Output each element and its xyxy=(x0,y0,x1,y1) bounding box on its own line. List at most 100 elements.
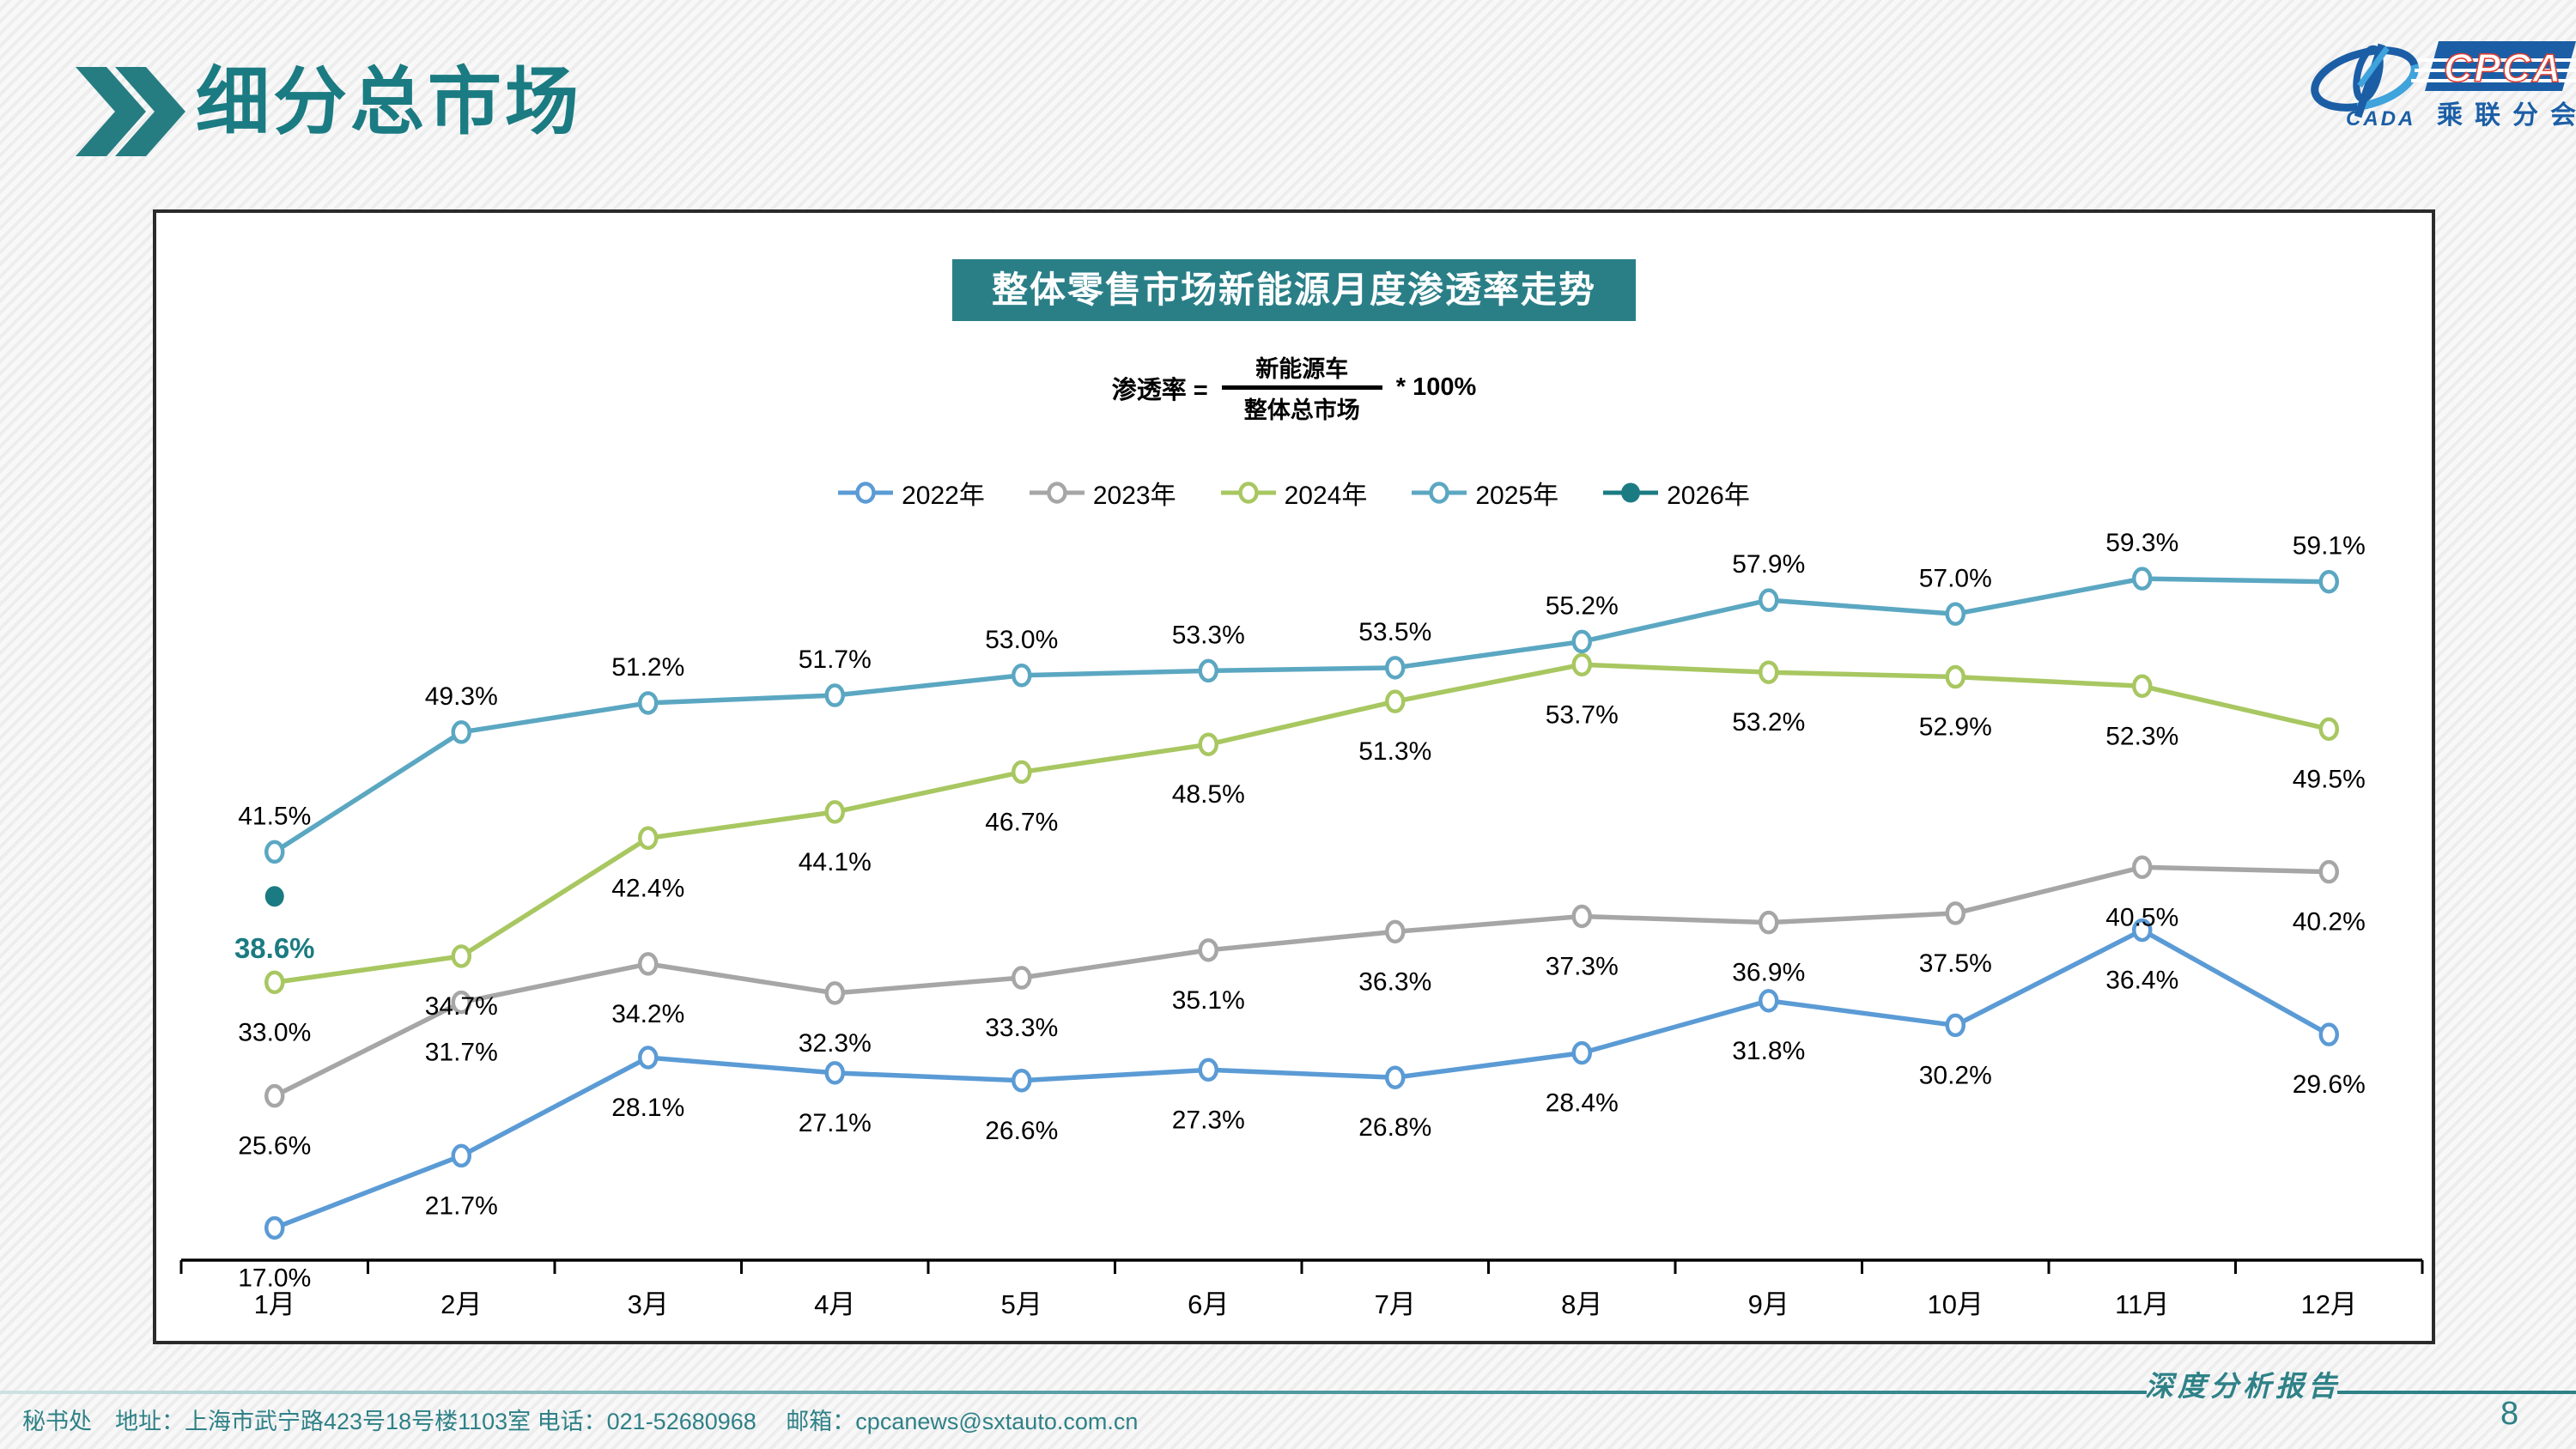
data-label-2025年: 41.5% xyxy=(238,802,311,830)
page-title: 细分总市场 xyxy=(196,61,582,143)
data-label-2022年: 30.2% xyxy=(1919,1061,1992,1089)
data-point-2024年 xyxy=(1385,689,1406,713)
data-label-2022年: 27.3% xyxy=(1172,1106,1245,1134)
x-axis-label: 9月 xyxy=(1748,1289,1789,1319)
data-label-2024年: 51.3% xyxy=(1358,737,1431,766)
plot-svg: 1月 2月 3月 4月 5月 6月 7月 8月 9月 10月 11月 12月 17.0% 21.7% 28.… xyxy=(179,529,2424,1319)
data-point-2022年 xyxy=(1759,989,1779,1013)
data-point-2025年 xyxy=(2318,569,2339,594)
data-label-2023年: 37.3% xyxy=(1546,952,1619,980)
data-point-2022年 xyxy=(264,1216,285,1240)
data-label-2023年: 36.9% xyxy=(1732,959,1805,987)
data-label-2022年: 36.4% xyxy=(2105,967,2178,995)
formula: 渗透率 = 新能源车 整体总市场 * 100% xyxy=(156,349,2432,427)
data-label-2025年: 57.0% xyxy=(1919,564,1992,592)
legend-marker-icon xyxy=(1603,482,1659,503)
legend-item-2023年: 2023年 xyxy=(1029,474,1176,512)
data-label-2024年: 53.2% xyxy=(1732,708,1805,737)
data-point-2022年 xyxy=(451,1143,471,1168)
data-label-2023年: 40.2% xyxy=(2293,908,2366,937)
data-point-2023年 xyxy=(1198,938,1218,962)
x-axis-label: 11月 xyxy=(2115,1289,2169,1319)
report-script-label: 深度分析报告 xyxy=(2145,1369,2341,1403)
data-point-2023年 xyxy=(1385,919,1406,944)
legend-label: 2023年 xyxy=(1092,482,1176,510)
data-label-2025年: 53.0% xyxy=(985,626,1058,654)
data-point-2023年 xyxy=(2132,855,2153,880)
data-point-2022年 xyxy=(1198,1058,1218,1082)
page-number: 8 xyxy=(2500,1396,2519,1432)
data-point-2024年 xyxy=(1571,652,1592,677)
data-point-2024年 xyxy=(824,800,845,824)
series-line-2025年 xyxy=(273,576,2330,854)
x-axis-label: 3月 xyxy=(628,1289,669,1319)
cpca-logo: CADA CPCA 乘联分会 xyxy=(2308,34,2576,130)
legend-marker-icon xyxy=(1029,482,1084,504)
data-label-2023年: 33.3% xyxy=(985,1014,1058,1042)
data-point-2025年 xyxy=(2132,567,2153,591)
x-axis-label: 4月 xyxy=(814,1289,855,1319)
x-axis-label: 12月 xyxy=(2301,1289,2357,1319)
data-label-2025年: 59.3% xyxy=(2105,529,2178,557)
legend-item-2022年: 2022年 xyxy=(838,474,985,512)
data-label-2024年: 52.3% xyxy=(2105,722,2178,750)
data-point-2023年 xyxy=(264,1083,285,1108)
x-axis-label: 10月 xyxy=(1928,1289,1984,1319)
chart-title: 整体零售市场新能源月度渗透率走势 xyxy=(951,259,1637,321)
data-label-2022年: 29.6% xyxy=(2293,1070,2366,1099)
data-point-2022年 xyxy=(1012,1069,1032,1093)
data-label-2022年: 17.0% xyxy=(238,1264,311,1292)
svg-text:CADA: CADA xyxy=(2346,107,2415,130)
x-axis-label: 7月 xyxy=(1375,1289,1416,1319)
data-label-2025年: 55.2% xyxy=(1546,591,1619,620)
data-point-2023年 xyxy=(638,952,659,976)
data-label-2024年: 33.0% xyxy=(238,1018,311,1046)
data-point-2025年 xyxy=(1571,629,1592,654)
data-label-2022年: 27.1% xyxy=(799,1109,872,1137)
data-point-2023年 xyxy=(1759,910,1779,935)
data-label-2025年: 51.2% xyxy=(611,653,684,682)
data-label-2025年: 49.3% xyxy=(425,682,498,711)
footer-divider-left xyxy=(0,1391,2147,1394)
data-label-2022年: 21.7% xyxy=(425,1191,498,1220)
svg-text:CPCA: CPCA xyxy=(2444,45,2562,90)
data-label-2023年: 31.7% xyxy=(425,1039,498,1067)
data-point-2023年 xyxy=(451,990,471,1015)
data-label-2025年: 53.5% xyxy=(1358,618,1431,646)
formula-rhs: * 100% xyxy=(1395,373,1477,401)
legend-item-2024年: 2024年 xyxy=(1220,474,1367,512)
x-axis-label: 6月 xyxy=(1188,1289,1229,1319)
formula-denominator: 整体总市场 xyxy=(1243,397,1360,423)
data-point-2024年 xyxy=(451,944,471,968)
data-label-2023年: 25.6% xyxy=(238,1132,311,1161)
footer-divider-right xyxy=(2337,1391,2576,1394)
data-label-2023年: 35.1% xyxy=(1172,986,1245,1015)
data-point-2025年 xyxy=(264,840,285,864)
data-point-2023年 xyxy=(824,981,845,1005)
formula-numerator: 新能源车 xyxy=(1255,356,1349,382)
data-point-2023年 xyxy=(1945,901,1965,925)
data-point-2024年 xyxy=(1012,760,1032,785)
data-point-2024年 xyxy=(1198,732,1218,756)
data-point-2023年 xyxy=(1571,904,1592,929)
data-point-2025年 xyxy=(1759,588,1779,612)
data-label-2023年: 34.2% xyxy=(611,1000,684,1028)
data-point-2025年 xyxy=(1945,602,1965,627)
legend-marker-icon xyxy=(838,482,894,504)
formula-fraction: 新能源车 整体总市场 xyxy=(1221,349,1382,427)
data-point-2024年 xyxy=(264,970,285,995)
data-label-2025年: 59.1% xyxy=(2293,532,2366,561)
x-axis-label: 5月 xyxy=(1001,1289,1042,1319)
data-point-2022年 xyxy=(638,1046,659,1070)
data-point-2026年 xyxy=(264,886,284,907)
chart-legend: 2022年 2023年 2024年 2025年 2026年 xyxy=(156,474,2432,512)
legend-label: 2026年 xyxy=(1667,482,1750,510)
data-point-2022年 xyxy=(1571,1040,1592,1065)
data-point-2025年 xyxy=(1198,658,1218,683)
data-point-2025年 xyxy=(1012,664,1032,688)
data-label-2022年: 28.1% xyxy=(611,1094,684,1122)
formula-lhs: 渗透率 = xyxy=(1111,376,1208,404)
data-label-2022年: 31.8% xyxy=(1732,1037,1805,1065)
data-point-2024年 xyxy=(2318,717,2339,742)
data-point-2025年 xyxy=(451,720,471,744)
